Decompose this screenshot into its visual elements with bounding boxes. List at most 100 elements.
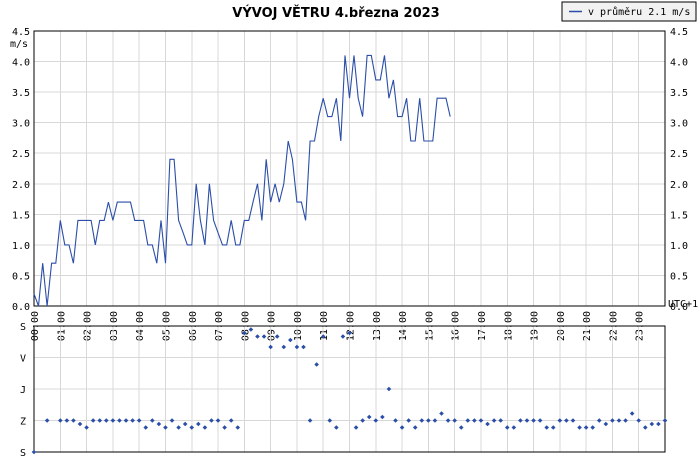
dir-point xyxy=(71,418,76,423)
dir-point xyxy=(623,418,628,423)
dir-point xyxy=(636,418,642,423)
dir-point xyxy=(386,386,392,392)
dir-tick-label: Z xyxy=(20,417,26,428)
y-tick-label-right: 3.0 xyxy=(670,119,688,130)
dir-point xyxy=(222,425,227,430)
dir-point xyxy=(97,418,103,423)
y-tick-label-right: 2.5 xyxy=(670,149,688,160)
y-tick-label-left: 3.5 xyxy=(12,88,30,99)
y-tick-label-right: 1.5 xyxy=(670,210,688,221)
speed-plot: 0.0 0.0 0.5 0.5 1.0 1.0 1.5 1.5 2.0 2.0 2.5 2.5 3.0 3… xyxy=(12,27,688,341)
dir-point xyxy=(472,418,477,423)
dir-point xyxy=(353,425,359,430)
dir-point xyxy=(406,418,411,423)
dir-point xyxy=(215,418,221,423)
dir-tick-label: V xyxy=(20,354,26,365)
dir-tick-label: S xyxy=(20,448,26,459)
dir-point xyxy=(419,418,425,423)
dir-point xyxy=(445,418,451,423)
dir-point xyxy=(504,425,510,430)
dir-point xyxy=(163,425,168,430)
dir-point xyxy=(274,334,280,339)
direction-plot: S V J Z S xyxy=(20,322,668,459)
dir-point xyxy=(583,425,589,430)
dir-point xyxy=(314,362,319,367)
dir-point xyxy=(209,418,214,423)
dir-point xyxy=(340,334,346,339)
dir-point xyxy=(373,418,379,423)
dir-point xyxy=(235,425,241,430)
dir-point xyxy=(288,337,293,343)
dir-point xyxy=(182,421,188,427)
legend[interactable]: v průměru 2.1 m/s xyxy=(561,1,697,22)
legend-box xyxy=(561,1,697,22)
dir-point xyxy=(629,411,635,416)
y-tick-label-left: 1.5 xyxy=(12,210,30,221)
dir-point xyxy=(150,418,155,423)
timezone-label: UTC+1 xyxy=(668,299,698,310)
dir-point xyxy=(465,418,471,423)
dir-point xyxy=(537,418,543,423)
y-tick-label-left: 4.5 xyxy=(12,27,30,38)
dir-point xyxy=(123,418,129,423)
dir-point xyxy=(281,344,287,350)
dir-point xyxy=(590,425,595,430)
dir-point xyxy=(511,425,517,430)
dir-point xyxy=(268,344,273,350)
dir-point xyxy=(84,425,89,430)
dir-point xyxy=(176,425,181,430)
y-tick-label-left: 3.0 xyxy=(12,119,30,130)
dir-point xyxy=(596,418,602,423)
y-tick-label-left: 0.5 xyxy=(12,271,30,282)
dir-point xyxy=(366,414,372,420)
dir-point xyxy=(347,330,352,336)
chart-title: VÝVOJ VĚTRU 4.března 2023 xyxy=(232,5,439,21)
dir-point xyxy=(307,418,313,423)
dir-point xyxy=(452,418,457,423)
dir-point xyxy=(518,418,523,423)
dir-point xyxy=(327,418,333,423)
dir-point xyxy=(649,421,655,427)
dir-point xyxy=(478,418,484,423)
dir-point xyxy=(202,425,208,430)
y-axis-unit: m/s xyxy=(10,39,28,50)
dir-point xyxy=(117,418,122,423)
y-tick-label-right: 1.0 xyxy=(670,241,688,252)
dir-point xyxy=(255,334,260,339)
dir-point xyxy=(320,334,326,339)
dir-point xyxy=(261,334,267,339)
dir-point xyxy=(524,418,530,423)
dir-tick-label: S xyxy=(20,322,26,333)
dir-point xyxy=(656,421,661,427)
dir-point xyxy=(557,418,563,423)
dir-point xyxy=(57,418,63,423)
dir-point xyxy=(662,418,668,423)
dir-point xyxy=(577,425,582,430)
dir-point xyxy=(64,418,70,423)
y-tick-label-right: 0.0 xyxy=(670,302,688,313)
dir-point xyxy=(412,425,418,430)
dir-point xyxy=(610,418,615,423)
dir-point xyxy=(439,411,444,416)
dir-point xyxy=(393,418,398,423)
dir-point xyxy=(380,414,385,420)
wind-speed-line xyxy=(33,54,451,307)
dir-point xyxy=(143,425,149,430)
dir-point xyxy=(136,418,142,423)
dir-point xyxy=(104,418,109,423)
dir-point xyxy=(642,425,648,430)
dir-point xyxy=(242,330,247,336)
dir-point xyxy=(169,418,175,423)
dir-point xyxy=(616,418,622,423)
dir-point xyxy=(458,425,464,430)
dir-point xyxy=(544,425,549,430)
dir-point xyxy=(301,344,306,350)
legend-label: v průměru 2.1 m/s xyxy=(588,6,690,18)
dir-point xyxy=(196,421,201,427)
dir-point xyxy=(432,418,438,423)
dir-point xyxy=(550,425,556,430)
y-tick-label-left: 2.5 xyxy=(12,149,30,160)
dir-point xyxy=(294,344,300,350)
dir-point xyxy=(360,418,365,423)
